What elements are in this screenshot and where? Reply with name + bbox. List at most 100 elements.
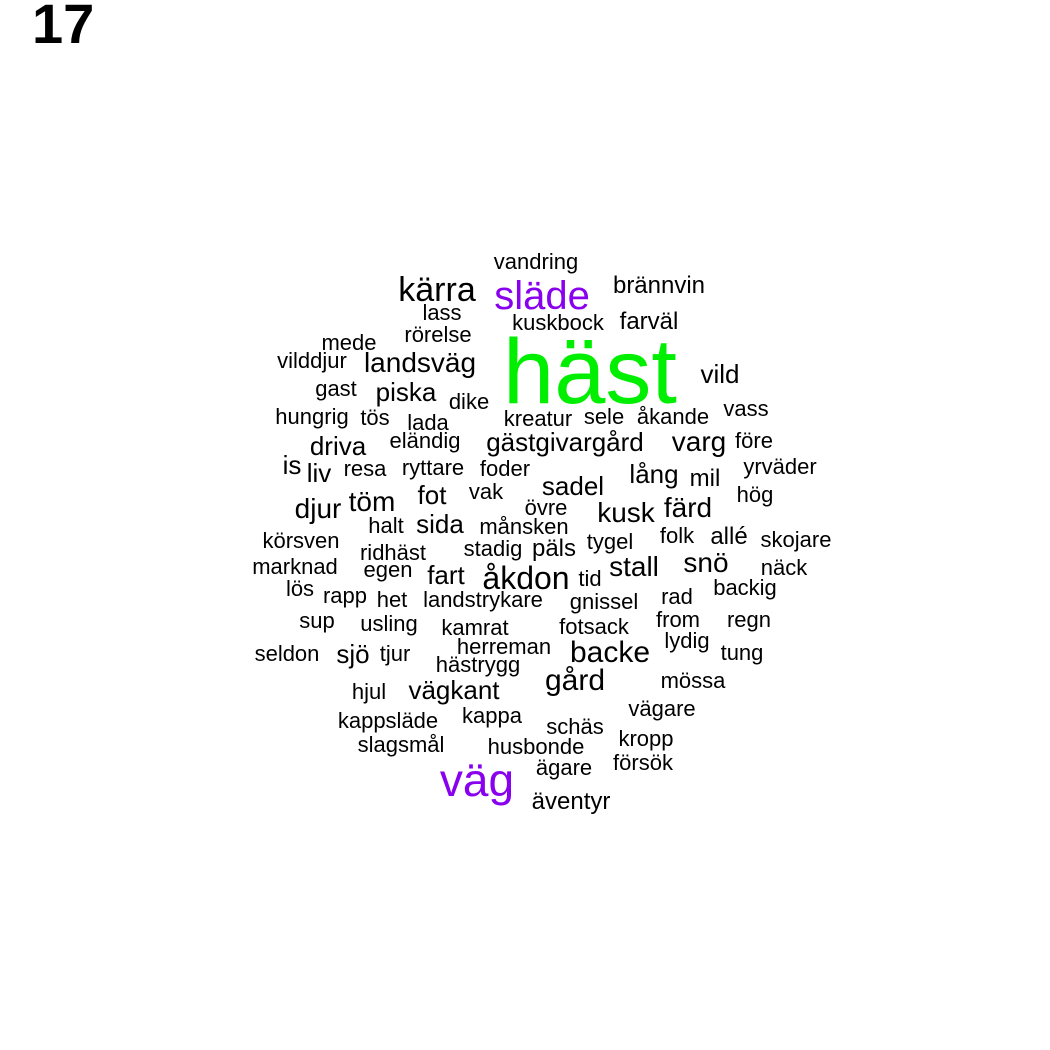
cloud-word: vilddjur (277, 348, 347, 373)
cloud-word: ridhäst (359, 540, 427, 565)
cloud-word: lydig (664, 628, 710, 653)
cloud-word: kamrat (441, 615, 509, 640)
cloud-word: varg (671, 426, 727, 457)
cloud-word: mil (689, 465, 721, 492)
cloud-word: hungrig (275, 404, 349, 429)
cloud-word: resa (343, 456, 387, 481)
cloud-word: färd (663, 492, 713, 523)
cloud-word: kusk (597, 497, 655, 528)
cloud-word: herreman (456, 634, 552, 659)
cloud-word: kuskbock (512, 310, 604, 335)
cloud-word: stall (609, 551, 659, 582)
cloud-word: ägare (535, 755, 593, 780)
cloud-word: sida (416, 509, 464, 539)
cloud-word: sjö (336, 639, 370, 669)
cloud-word: rad (661, 584, 693, 609)
cloud-word: kappa (462, 703, 522, 728)
cloud-word: körsven (262, 528, 340, 553)
cloud-word: lös (285, 576, 315, 601)
cloud-word: rapp (322, 583, 368, 608)
cloud-word: djur (294, 493, 342, 524)
cloud-word: gast (315, 376, 357, 401)
cloud-word: fotsack (559, 614, 629, 639)
cloud-word: häst (503, 321, 677, 423)
cloud-word: gnissel (569, 589, 639, 614)
cloud-word: rörelse (404, 322, 472, 347)
cloud-word: väg (439, 754, 515, 806)
cloud-word: gård (544, 664, 606, 697)
cloud-word: vak (468, 479, 504, 504)
cloud-word: tös (360, 405, 390, 430)
cloud-word: farväl (619, 308, 679, 335)
cloud-word: näck (760, 555, 808, 580)
cloud-word: kropp (618, 726, 674, 751)
cloud-word: mössa (660, 668, 726, 693)
cloud-word: sup (299, 608, 335, 633)
cloud-word: tung (720, 640, 764, 665)
cloud-word: tjur (379, 641, 411, 666)
cloud-word: kreatur (503, 406, 573, 431)
cloud-word: fot (417, 480, 447, 510)
cloud-word: lång (629, 459, 679, 489)
cloud-word: tid (578, 566, 602, 591)
cloud-word: före (735, 428, 773, 453)
cloud-word: foder (479, 456, 531, 481)
cloud-word: schäs (546, 714, 604, 739)
cloud-word: yrväder (743, 454, 817, 479)
cloud-word: landstrykare (423, 587, 543, 612)
cloud-word: vägkant (408, 675, 500, 705)
cloud-word: gästgivargård (486, 427, 644, 457)
cloud-word: is (282, 450, 302, 480)
cloud-word: brännvin (612, 272, 706, 299)
cloud-word: släde (494, 274, 590, 318)
cloud-word: allé (710, 523, 748, 550)
cloud-word: halt (368, 513, 404, 538)
cloud-word: vandring (493, 249, 579, 274)
cloud-word: marknad (252, 554, 338, 579)
cloud-word: lada (407, 410, 449, 435)
cloud-word: het (376, 587, 408, 612)
cloud-word: seldon (254, 641, 320, 666)
cloud-word: dike (448, 389, 490, 414)
cloud-word: fart (427, 560, 465, 590)
cloud-word: backe (569, 636, 651, 669)
cloud-word: kappsläde (337, 708, 439, 733)
cloud-word: övre (524, 495, 568, 520)
cloud-word: eländig (389, 428, 461, 453)
cloud-word: snö (683, 547, 729, 578)
cloud-word: hög (736, 482, 774, 507)
cloud-word: åkdon (482, 560, 570, 596)
cloud-word: tygel (586, 529, 634, 554)
cloud-word: stadig (463, 536, 523, 561)
cloud-word: lass (422, 300, 462, 325)
cloud-word: egen (363, 557, 413, 582)
cloud-word: sele (583, 404, 625, 429)
cloud-word: sadel (541, 471, 605, 501)
cloud-word: folk (659, 523, 695, 548)
cloud-word: piska (375, 377, 437, 407)
cloud-word: vass (723, 396, 769, 421)
cloud-word: hästrygg (435, 652, 521, 677)
page-number: 17 (32, 0, 95, 55)
cloud-word: usling (360, 611, 418, 636)
cloud-word: töm (348, 486, 396, 517)
cloud-word: kärra (398, 271, 476, 309)
cloud-word: mede (321, 330, 377, 355)
cloud-word: åkande (636, 404, 710, 429)
cloud-word: regn (726, 607, 772, 632)
cloud-word: liv (306, 458, 332, 488)
cloud-word: husbonde (487, 734, 585, 759)
cloud-word: försök (613, 750, 673, 775)
cloud-word: driva (309, 431, 367, 461)
cloud-word: from (656, 607, 700, 632)
cloud-word: vägare (628, 696, 696, 721)
cloud-word: ryttare (401, 455, 465, 480)
cloud-word: hjul (351, 679, 387, 704)
cloud-word: slagsmål (357, 732, 445, 757)
cloud-word: päls (531, 535, 577, 562)
cloud-word: månsken (479, 514, 569, 539)
cloud-word: backig (713, 575, 777, 600)
cloud-word: vild (700, 359, 740, 389)
cloud-word: skojare (760, 527, 832, 552)
